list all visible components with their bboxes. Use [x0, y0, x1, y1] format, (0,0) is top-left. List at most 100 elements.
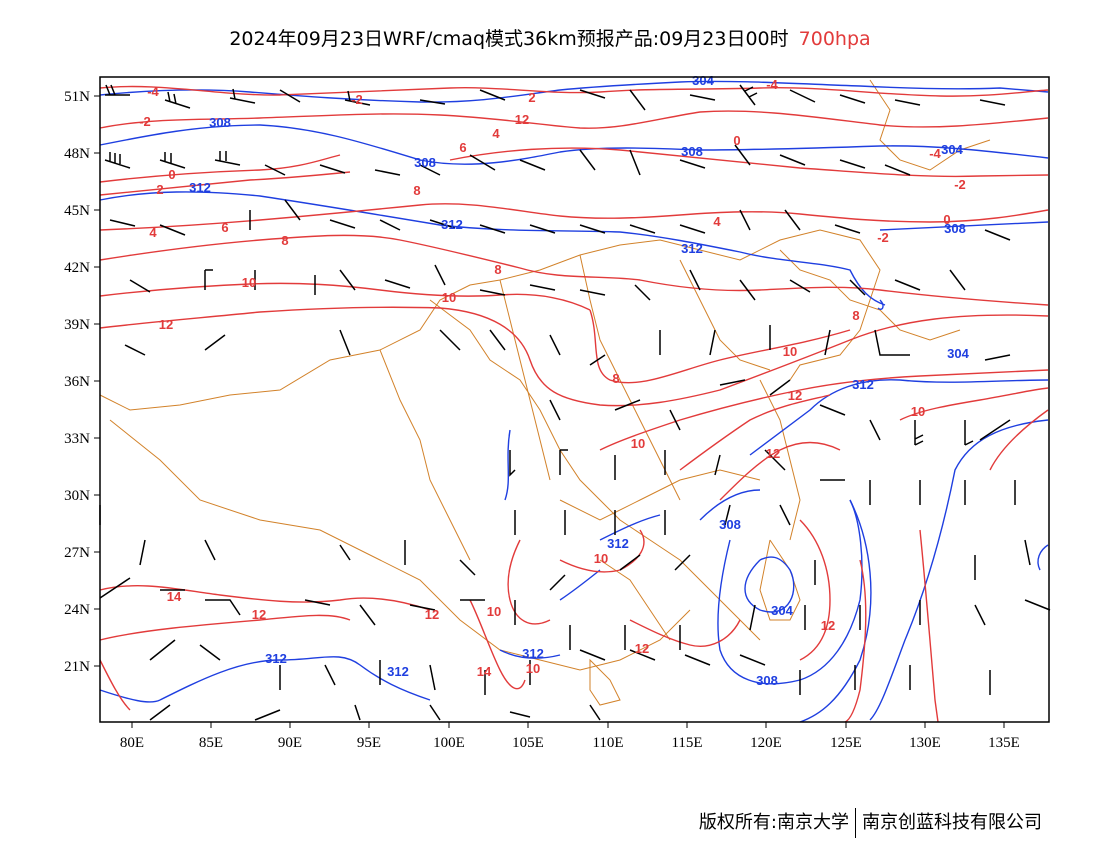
lon-label: 130E — [909, 735, 941, 751]
temp-label: 6 — [459, 140, 466, 155]
temp-label: 4 — [149, 225, 157, 240]
temp-label: 10 — [631, 436, 645, 451]
map-title: 2024年09月23日WRF/cmaq模式36km预报产品:09月23日00时 7… — [0, 24, 1100, 51]
temp-label: 8 — [281, 233, 288, 248]
temp-label: -4 — [766, 77, 778, 92]
lat-label: 33N — [64, 431, 90, 447]
temp-label: 12 — [252, 607, 266, 622]
temp-label: 12 — [766, 446, 780, 461]
lon-label: 135E — [988, 735, 1020, 751]
height-label: 304 — [941, 142, 963, 157]
pressure-level: 700hpa — [798, 28, 871, 50]
height-label: 308 — [719, 517, 741, 532]
latitude-labels: 51N 48N 45N 42N 39N 36N 33N 30N 27N 24N … — [64, 89, 90, 675]
height-labels-extra: 312 — [522, 646, 544, 661]
lat-label: 27N — [64, 545, 90, 561]
height-label: 304 — [692, 73, 714, 88]
height-label: 312 — [681, 241, 703, 256]
temp-label: 4 — [492, 126, 500, 141]
lat-label: 36N — [64, 374, 90, 390]
copyright-text: 版权所有:南京大学 — [698, 812, 849, 833]
temperature-labels: -4 -2 2 0 -2 -4 6 0 -4 -2 8 4 2 4 10 12 … — [139, 77, 966, 679]
wind-barbs — [99, 84, 1051, 721]
temp-label: 2 — [156, 182, 163, 197]
copyright-footer: 版权所有:南京大学 南京创蓝科技有限公司 — [699, 808, 1042, 838]
height-label: 308 — [756, 673, 778, 688]
temp-label: 12 — [788, 388, 802, 403]
lat-label: 21N — [64, 659, 90, 675]
height-label: 308 — [414, 155, 436, 170]
temp-label: 14 — [167, 589, 182, 604]
temp-label: -4 — [929, 146, 941, 161]
longitude-labels: 80E 85E 90E 95E 100E 105E 110E 115E 120E… — [120, 735, 1020, 751]
lon-label: 100E — [433, 735, 465, 751]
height-label: 312 — [607, 536, 629, 551]
height-label: 304 — [947, 346, 969, 361]
temp-label: 12 — [515, 112, 529, 127]
height-labels: 304 308 308 312 308 304 304 308 312 312 … — [189, 73, 969, 688]
temp-label: 10 — [442, 290, 456, 305]
lon-label: 125E — [830, 735, 862, 751]
temp-label: 8 — [413, 183, 420, 198]
height-label: 308 — [944, 221, 966, 236]
lat-label: 51N — [64, 89, 90, 105]
height-label: 308 — [681, 144, 703, 159]
temp-label: 0 — [168, 167, 175, 182]
temp-label: 10 — [783, 344, 797, 359]
lat-label: 42N — [64, 260, 90, 276]
temp-label: 6 — [221, 220, 228, 235]
temp-label: 0 — [943, 212, 950, 227]
temp-label: 12 — [821, 618, 835, 633]
temperature-contours — [99, 85, 1049, 723]
temp-label: 10 — [242, 275, 256, 290]
height-label: 312 — [522, 646, 544, 661]
footer-divider — [855, 808, 856, 838]
lon-label: 80E — [120, 735, 144, 751]
temp-label: 8 — [494, 262, 501, 277]
lat-label: 45N — [64, 203, 90, 219]
temp-label: 10 — [487, 604, 501, 619]
map-frame — [99, 76, 1050, 723]
lon-label: 110E — [592, 735, 623, 751]
lon-label: 115E — [671, 735, 702, 751]
temp-label: -2 — [139, 114, 151, 129]
temp-label: -2 — [351, 92, 363, 107]
lat-label: 30N — [64, 488, 90, 504]
lat-label: 24N — [64, 602, 90, 618]
temp-label: 12 — [159, 317, 173, 332]
temp-label: -2 — [954, 177, 966, 192]
lon-label: 90E — [278, 735, 302, 751]
height-contours — [99, 80, 1049, 723]
temp-label: 8 — [612, 371, 619, 386]
height-label: 308 — [209, 115, 231, 130]
company-name: 南京创蓝科技有限公司 — [862, 812, 1042, 833]
lat-label: 48N — [64, 146, 90, 162]
height-label: 312 — [387, 664, 409, 679]
height-label: 312 — [189, 180, 211, 195]
temp-label: -4 — [147, 84, 159, 99]
height-label: 312 — [441, 217, 463, 232]
temp-label: 8 — [852, 308, 859, 323]
temp-label: 10 — [594, 551, 608, 566]
temp-label: 12 — [425, 607, 439, 622]
temp-label: 10 — [911, 404, 925, 419]
temp-label: 14 — [477, 664, 492, 679]
temp-label: 10 — [526, 661, 540, 676]
title-text: 2024年09月23日WRF/cmaq模式36km预报产品:09月23日00时 — [229, 28, 789, 50]
height-label: 304 — [771, 603, 793, 618]
lon-label: 120E — [750, 735, 782, 751]
latitude-axis — [94, 95, 100, 667]
lon-label: 95E — [357, 735, 381, 751]
temp-label: 0 — [733, 133, 740, 148]
lon-label: 85E — [199, 735, 223, 751]
height-label: 312 — [852, 377, 874, 392]
height-label: 312 — [265, 651, 287, 666]
longitude-axis — [131, 722, 1005, 728]
temp-label: 2 — [528, 90, 535, 105]
temp-label: 4 — [713, 214, 721, 229]
temp-label: -2 — [877, 230, 889, 245]
lat-label: 39N — [64, 317, 90, 333]
temp-label: 12 — [635, 641, 649, 656]
lon-label: 105E — [512, 735, 544, 751]
